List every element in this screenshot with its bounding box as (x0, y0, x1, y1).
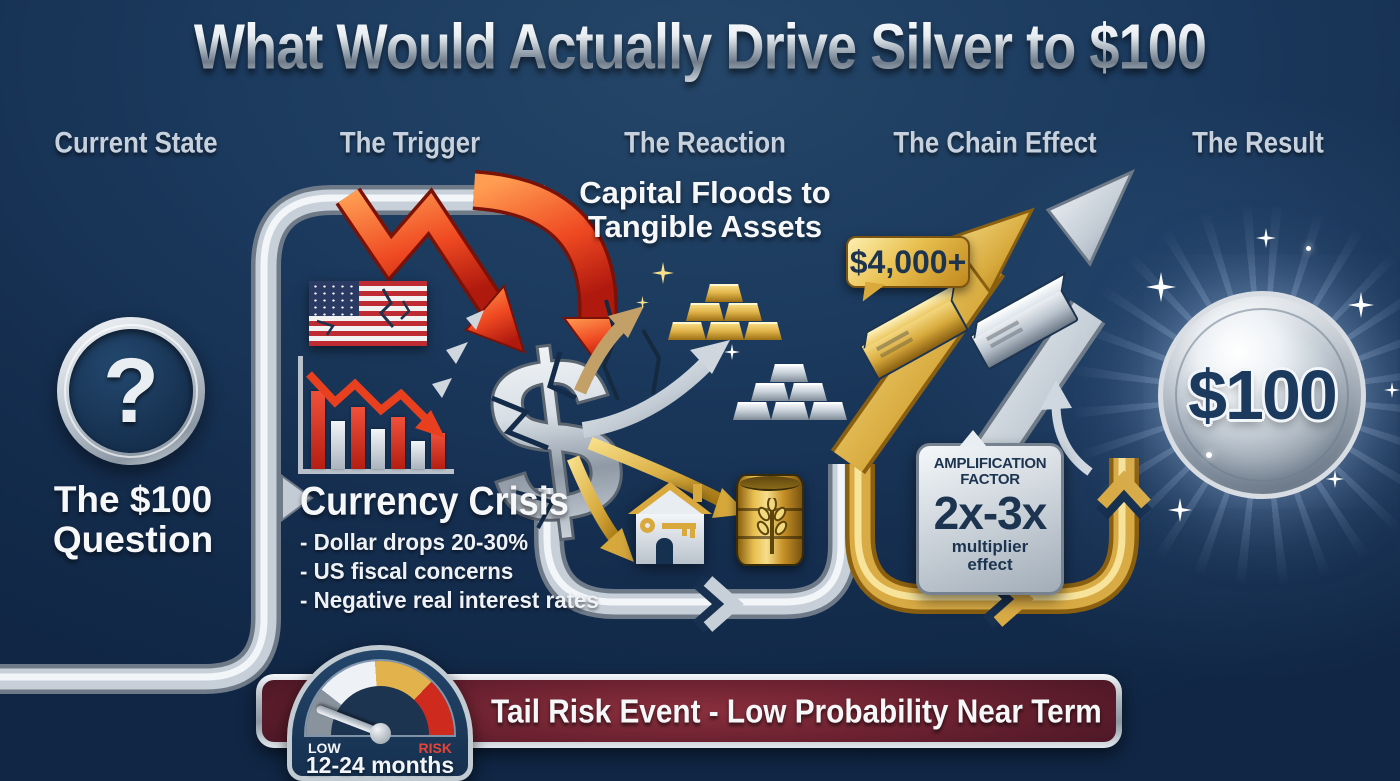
pipe-pointer-icon (281, 474, 314, 522)
bullet-item: - Dollar drops 20-30% (300, 529, 529, 555)
silver-coin: $100 (1158, 291, 1366, 499)
pipe-chevron-gap (692, 575, 737, 633)
reaction-arrows (567, 306, 748, 562)
column-header-result: The Result (1192, 126, 1324, 159)
bullet-item: - Negative real interest rates (300, 587, 599, 613)
crack-line (515, 490, 555, 529)
gold-price-callout: $4,000+ (846, 236, 970, 288)
flag-cracks (316, 288, 411, 336)
downtrend-arrow-icon (306, 371, 445, 438)
flow-pipe-gold (845, 458, 1152, 628)
real-estate-icon (628, 482, 712, 564)
amplification-badge: AMPLIFICATION FACTOR 2x-3x multiplier ef… (916, 430, 1064, 595)
current-state-label: The $100 Question (52, 479, 214, 560)
flag-canton (309, 281, 359, 316)
risk-banner-text: Tail Risk Event - Low Probability Near T… (491, 691, 1102, 730)
page-title: What Would Actually Drive Silver to $100 (35, 10, 1365, 84)
column-header-chain-effect: The Chain Effect (893, 126, 1097, 159)
bullet-item: - US fiscal concerns (300, 558, 514, 584)
feedback-arrow-icon (1040, 380, 1072, 410)
silver-rising-arrow-icon (1045, 168, 1136, 267)
key-icon (640, 518, 655, 533)
sparkle-dot (1306, 246, 1311, 251)
target-price: $100 (1188, 356, 1338, 434)
column-header-current-state: Current State (54, 126, 218, 159)
crack-line (491, 395, 549, 451)
wheat-icon (756, 498, 788, 554)
reaction-heading: Capital Floods to Tangible Assets (579, 175, 831, 244)
cracked-us-flag-icon (309, 281, 427, 346)
column-header-trigger: The Trigger (339, 126, 481, 159)
gauge-timeframe-label: 12-24 months (305, 752, 455, 778)
arrow-to-gold-icon (608, 306, 644, 338)
declining-chart-icon (298, 356, 454, 474)
pipe-chevron-icon (703, 576, 744, 632)
crack-line (641, 329, 662, 395)
sparkle-dot (1206, 452, 1212, 458)
gauge-low-label: LOW (308, 740, 341, 756)
impact-sparks-icon (432, 310, 484, 398)
question-mark-icon: ? (102, 339, 160, 442)
trigger-bullet-list: - Dollar drops 20-30% - US fiscal concer… (300, 528, 599, 615)
column-header-reaction: The Reaction (624, 126, 786, 159)
crack-line (546, 351, 578, 401)
arrow-to-silver-icon (690, 340, 730, 374)
trigger-heading: Currency Crisis (300, 479, 569, 525)
gauge-risk-label: RISK (418, 740, 452, 756)
gold-rising-arrow-icon (947, 207, 1036, 295)
commodities-barrel-icon (736, 474, 804, 566)
gold-chevron-up-icon (1097, 470, 1151, 509)
flow-pipe-main (0, 185, 545, 694)
flow-pipe-reaction (534, 464, 858, 633)
question-badge: ? (57, 317, 205, 465)
gauge-pivot-icon (370, 723, 391, 744)
arrow-to-house-icon (600, 528, 634, 562)
multiplier-value: 2x-3x (933, 487, 1048, 539)
